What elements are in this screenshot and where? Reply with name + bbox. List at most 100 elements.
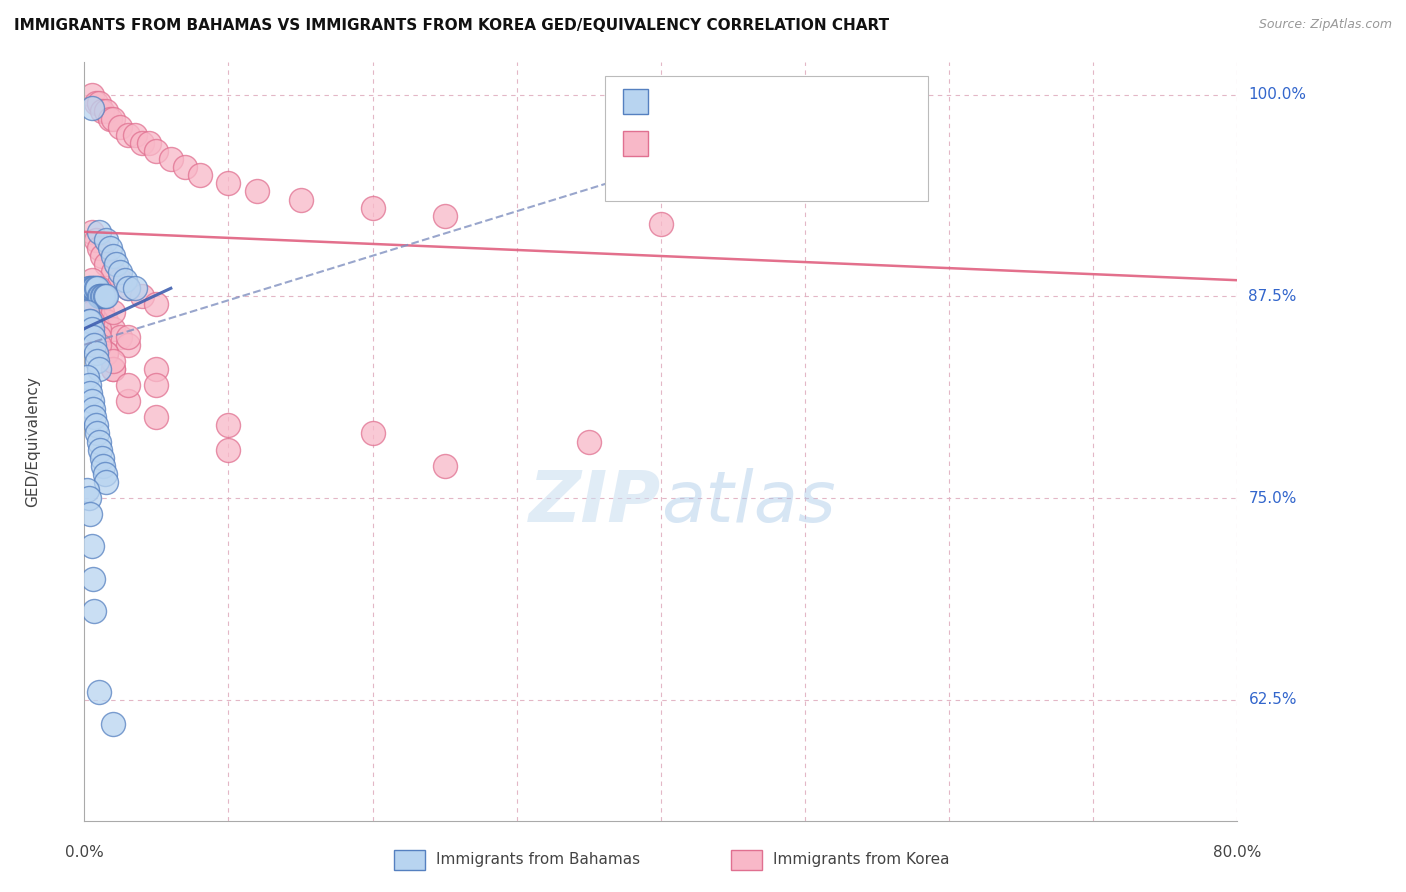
Point bbox=[80, 225, 103, 239]
Text: Immigrants from Korea: Immigrants from Korea bbox=[773, 853, 950, 867]
Point bbox=[578, 434, 600, 449]
Point bbox=[90, 289, 112, 303]
Text: 87.5%: 87.5% bbox=[1249, 289, 1296, 304]
Text: 0.086: 0.086 bbox=[693, 93, 745, 111]
Point bbox=[87, 321, 110, 335]
Point bbox=[117, 337, 139, 351]
Point bbox=[94, 313, 117, 327]
Point bbox=[361, 201, 384, 215]
Point bbox=[87, 95, 110, 110]
Point bbox=[650, 217, 672, 231]
Text: Source: ZipAtlas.com: Source: ZipAtlas.com bbox=[1258, 18, 1392, 31]
Point bbox=[83, 410, 105, 425]
Point bbox=[79, 507, 101, 521]
Point bbox=[124, 128, 146, 142]
Point bbox=[103, 265, 124, 279]
Point bbox=[79, 313, 101, 327]
Point bbox=[110, 120, 132, 134]
Point bbox=[188, 169, 211, 183]
Point bbox=[84, 281, 107, 295]
Point bbox=[90, 103, 112, 118]
Text: atlas: atlas bbox=[661, 467, 835, 537]
Point bbox=[103, 354, 124, 368]
Point bbox=[87, 362, 110, 376]
Point bbox=[89, 442, 111, 457]
Point bbox=[87, 337, 110, 351]
Point bbox=[117, 378, 139, 392]
Point bbox=[80, 101, 103, 115]
Point bbox=[145, 410, 167, 425]
Point bbox=[117, 281, 139, 295]
Point bbox=[80, 297, 103, 311]
Point bbox=[82, 329, 104, 343]
Point bbox=[117, 394, 139, 409]
Point bbox=[145, 297, 167, 311]
Text: Immigrants from Bahamas: Immigrants from Bahamas bbox=[436, 853, 640, 867]
Point bbox=[87, 297, 110, 311]
Point bbox=[218, 418, 240, 433]
Point bbox=[98, 241, 121, 255]
Text: GED/Equivalency: GED/Equivalency bbox=[25, 376, 39, 507]
Text: -0.029: -0.029 bbox=[693, 135, 752, 153]
Point bbox=[77, 281, 100, 295]
Point bbox=[131, 289, 153, 303]
Point bbox=[80, 281, 103, 295]
Text: 100.0%: 100.0% bbox=[1249, 87, 1306, 103]
Point bbox=[218, 442, 240, 457]
Point bbox=[87, 434, 110, 449]
Point bbox=[218, 177, 240, 191]
Point bbox=[87, 281, 110, 295]
Text: R =: R = bbox=[659, 135, 696, 153]
Point bbox=[145, 144, 167, 158]
Point bbox=[93, 289, 115, 303]
Point bbox=[110, 329, 132, 343]
Point bbox=[103, 249, 124, 263]
Point bbox=[103, 362, 124, 376]
Text: 65: 65 bbox=[786, 135, 808, 153]
Point bbox=[138, 136, 160, 150]
Point bbox=[80, 540, 103, 554]
Text: N =: N = bbox=[754, 135, 790, 153]
Point bbox=[94, 475, 117, 489]
Point bbox=[105, 257, 128, 271]
Point bbox=[91, 458, 114, 473]
Point bbox=[124, 281, 146, 295]
Point bbox=[84, 233, 107, 247]
Point bbox=[89, 289, 111, 303]
Point bbox=[174, 161, 197, 175]
Point bbox=[87, 684, 110, 698]
Point bbox=[80, 394, 103, 409]
Point bbox=[77, 378, 100, 392]
Point bbox=[82, 281, 104, 295]
Point bbox=[84, 95, 107, 110]
Point bbox=[84, 313, 107, 327]
Point bbox=[90, 450, 112, 465]
Point bbox=[110, 265, 132, 279]
Point bbox=[80, 273, 103, 287]
Point bbox=[83, 337, 105, 351]
Point bbox=[145, 362, 167, 376]
Point bbox=[114, 273, 136, 287]
Point bbox=[103, 305, 124, 319]
Text: 62.5%: 62.5% bbox=[1249, 692, 1296, 707]
Text: ZIP: ZIP bbox=[529, 467, 661, 537]
Text: N =: N = bbox=[754, 93, 790, 111]
Point bbox=[94, 346, 117, 360]
Point bbox=[76, 305, 98, 319]
Point bbox=[94, 289, 117, 303]
Text: 75.0%: 75.0% bbox=[1249, 491, 1296, 506]
Point bbox=[87, 241, 110, 255]
Point bbox=[79, 386, 101, 401]
Text: 54: 54 bbox=[786, 93, 808, 111]
Point bbox=[103, 362, 124, 376]
Point bbox=[80, 321, 103, 335]
Text: IMMIGRANTS FROM BAHAMAS VS IMMIGRANTS FROM KOREA GED/EQUIVALENCY CORRELATION CHA: IMMIGRANTS FROM BAHAMAS VS IMMIGRANTS FR… bbox=[14, 18, 889, 33]
Point bbox=[131, 136, 153, 150]
Point bbox=[94, 233, 117, 247]
Point bbox=[103, 321, 124, 335]
Point bbox=[103, 112, 124, 126]
Point bbox=[145, 378, 167, 392]
Point bbox=[86, 281, 108, 295]
Point bbox=[77, 491, 100, 505]
Point bbox=[90, 305, 112, 319]
